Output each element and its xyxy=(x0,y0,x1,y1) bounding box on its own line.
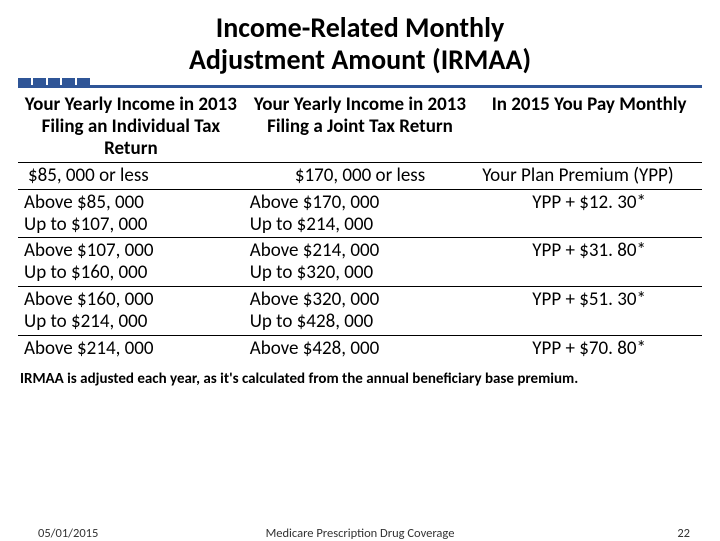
title-line-2: Adjustment Amount (IRMAA) xyxy=(189,42,531,77)
bar-seg xyxy=(62,78,75,85)
cell-joint: $170, 000 or less xyxy=(244,162,477,189)
table-row: Above $214, 000 Above $428, 000 YPP + $7… xyxy=(18,335,702,361)
bar-segments xyxy=(18,78,90,85)
footnote: IRMAA is adjusted each year, as it's cal… xyxy=(18,370,702,388)
cell-pay: Your Plan Premium (YPP) xyxy=(476,162,702,189)
slide: Income-Related Monthly Adjustment Amount… xyxy=(0,0,720,540)
title-underline xyxy=(18,78,702,88)
table-row: Above $107, 000 Up to $160, 000 Above $2… xyxy=(18,238,702,287)
cell-pay: YPP + $12. 30* xyxy=(476,189,702,238)
cell-individual: Above $160, 000 Up to $214, 000 xyxy=(18,287,244,336)
table-row: Above $85, 000 Up to $107, 000 Above $17… xyxy=(18,189,702,238)
cell-pay: YPP + $51. 30* xyxy=(476,287,702,336)
cell-joint: Above $214, 000 Up to $320, 000 xyxy=(244,238,477,287)
table-header-row: Your Yearly Income in 2013 Filing an Ind… xyxy=(18,92,702,162)
bar-seg xyxy=(77,78,90,85)
slide-title: Income-Related Monthly Adjustment Amount… xyxy=(18,12,702,76)
col-header-joint: Your Yearly Income in 2013 Filing a Join… xyxy=(244,92,477,162)
cell-joint: Above $428, 000 xyxy=(244,335,477,361)
cell-joint: Above $320, 000 Up to $428, 000 xyxy=(244,287,477,336)
cell-pay: YPP + $70. 80* xyxy=(476,335,702,361)
table-row: Above $160, 000 Up to $214, 000 Above $3… xyxy=(18,287,702,336)
cell-individual: Above $214, 000 xyxy=(18,335,244,361)
cell-individual: $85, 000 or less xyxy=(18,162,244,189)
bar-seg xyxy=(48,78,61,85)
cell-individual: Above $85, 000 Up to $107, 000 xyxy=(18,189,244,238)
table-row: $85, 000 or less $170, 000 or less Your … xyxy=(18,162,702,189)
bar-seg xyxy=(18,78,31,85)
cell-pay: YPP + $31. 80* xyxy=(476,238,702,287)
title-line-1: Income-Related Monthly xyxy=(216,10,504,45)
cell-joint: Above $170, 000 Up to $214, 000 xyxy=(244,189,477,238)
bar-seg xyxy=(33,78,46,85)
footer-center: Medicare Prescription Drug Coverage xyxy=(0,526,720,541)
bar-line xyxy=(18,85,702,88)
irmaa-table: Your Yearly Income in 2013 Filing an Ind… xyxy=(18,92,702,361)
footer-page-number: 22 xyxy=(677,526,690,541)
cell-individual: Above $107, 000 Up to $160, 000 xyxy=(18,238,244,287)
col-header-pay: In 2015 You Pay Monthly xyxy=(476,92,702,162)
col-header-individual: Your Yearly Income in 2013 Filing an Ind… xyxy=(18,92,244,162)
